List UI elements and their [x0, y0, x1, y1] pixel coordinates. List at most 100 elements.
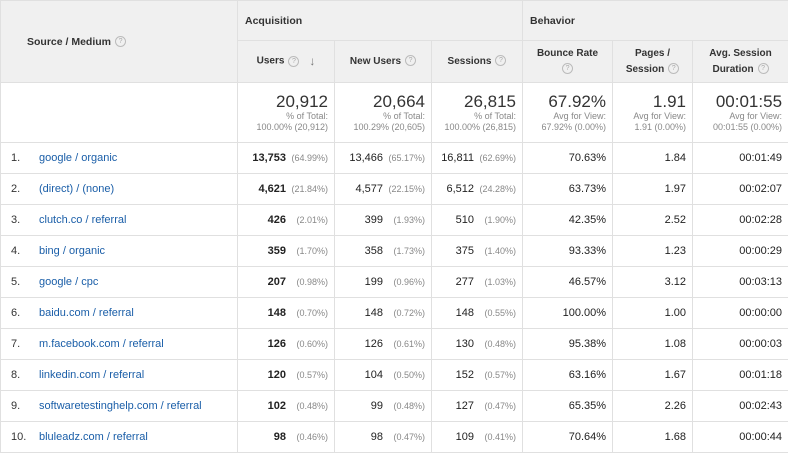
sessions-value: 277	[455, 276, 475, 288]
bounce-rate-cell: 95.38%	[522, 328, 614, 360]
table-row: 5. google / cpc 207 (0.98%) 199 (0.96%) 277…	[0, 266, 788, 298]
total-new-users-value: 20,664	[373, 92, 425, 111]
avg-duration-cell: 00:01:49	[692, 142, 788, 174]
sort-descending-icon[interactable]: ↓	[309, 54, 316, 69]
help-icon[interactable]: ?	[757, 63, 769, 75]
sessions-value: 152	[455, 369, 475, 381]
avg-duration-cell: 00:02:43	[692, 390, 788, 422]
pages-session-column-header[interactable]: Pages / Session?	[612, 40, 694, 83]
help-icon[interactable]: ?	[562, 63, 574, 75]
sessions-cell: 375 (1.40%)	[430, 235, 524, 267]
new-users-column-header[interactable]: New Users?	[334, 40, 432, 83]
total-pages-cell: 1.91 Avg for View: 1.91 (0.00%)	[612, 82, 694, 143]
help-icon[interactable]: ?	[115, 36, 127, 48]
sessions-percent: (1.90%)	[484, 215, 517, 225]
source-cell: 7. m.facebook.com / referral	[0, 328, 238, 360]
users-value: 102	[267, 400, 286, 412]
pages-session-cell: 1.08	[612, 328, 694, 360]
sessions-cell: 130 (0.48%)	[430, 328, 524, 360]
users-percent: (64.99%)	[291, 153, 328, 163]
new-users-value: 104	[364, 369, 383, 381]
total-users-sub1: % of Total:	[286, 111, 328, 121]
row-index: 7.	[11, 338, 21, 350]
source-medium-link[interactable]: google / cpc	[39, 276, 99, 288]
source-medium-link[interactable]: clutch.co / referral	[39, 214, 127, 226]
sessions-value: 6,512	[446, 183, 475, 195]
sessions-percent: (0.48%)	[484, 339, 517, 349]
source-cell: 2. (direct) / (none)	[0, 173, 238, 205]
sessions-percent: (62.69%)	[479, 153, 517, 163]
users-percent: (0.46%)	[296, 432, 328, 442]
sessions-column-header[interactable]: Sessions?	[430, 40, 524, 83]
source-medium-link[interactable]: m.facebook.com / referral	[39, 338, 164, 350]
users-column-header[interactable]: Users? ↓	[237, 40, 335, 83]
help-icon[interactable]: ?	[495, 55, 507, 67]
avg-session-duration-column-header[interactable]: Avg. Session Duration?	[692, 40, 788, 83]
new-users-value: 13,466	[349, 152, 383, 164]
new-users-cell: 4,577 (22.15%)	[334, 173, 432, 205]
avg-duration-cell: 00:02:28	[692, 204, 788, 236]
pages-session-cell: 2.26	[612, 390, 694, 422]
pages-session-cell: 1.67	[612, 359, 694, 391]
new-users-percent: (0.50%)	[393, 370, 425, 380]
source-cell: 5. google / cpc	[0, 266, 238, 298]
source-cell: 6. baidu.com / referral	[0, 297, 238, 329]
help-icon[interactable]: ?	[288, 55, 300, 67]
new-users-percent: (0.47%)	[393, 432, 425, 442]
table-row: 4. bing / organic 359 (1.70%) 358 (1.73%) 3…	[0, 235, 788, 267]
row-index: 10.	[11, 431, 27, 443]
total-users-sub2: 100.00% (20,912)	[256, 122, 328, 132]
table-row: 9. softwaretestinghelp.com / referral 102…	[0, 390, 788, 422]
pages-session-header-label-1: Pages /	[635, 47, 671, 59]
total-bounce-cell: 67.92% Avg for View: 67.92% (0.00%)	[522, 82, 614, 143]
users-value: 426	[267, 214, 286, 226]
users-cell: 207 (0.98%)	[237, 266, 335, 298]
sessions-cell: 6,512 (24.28%)	[430, 173, 524, 205]
bounce-rate-header-label: Bounce Rate	[536, 47, 599, 59]
users-cell: 426 (2.01%)	[237, 204, 335, 236]
users-percent: (0.48%)	[296, 401, 328, 411]
total-duration-cell: 00:01:55 Avg for View: 00:01:55 (0.00%)	[692, 82, 788, 143]
source-medium-link[interactable]: (direct) / (none)	[39, 183, 115, 195]
bounce-rate-column-header[interactable]: Bounce Rate?	[522, 40, 614, 83]
total-duration-sub2: 00:01:55 (0.00%)	[712, 122, 783, 132]
new-users-value: 126	[364, 338, 383, 350]
sessions-value: 130	[455, 338, 475, 350]
sessions-value: 109	[455, 431, 475, 443]
users-cell: 4,621 (21.84%)	[237, 173, 335, 205]
new-users-value: 148	[364, 307, 383, 319]
source-medium-link[interactable]: softwaretestinghelp.com / referral	[39, 400, 202, 412]
total-sessions-value: 26,815	[464, 92, 517, 111]
row-index: 3.	[11, 214, 21, 226]
help-icon[interactable]: ?	[668, 63, 680, 75]
row-index: 9.	[11, 400, 21, 412]
source-medium-link[interactable]: bing / organic	[39, 245, 106, 257]
pages-session-cell: 3.12	[612, 266, 694, 298]
users-percent: (0.70%)	[296, 308, 328, 318]
table-row: 3. clutch.co / referral 426 (2.01%) 399 (1.…	[0, 204, 788, 236]
users-percent: (0.98%)	[296, 277, 328, 287]
new-users-value: 99	[370, 400, 383, 412]
sessions-cell: 277 (1.03%)	[430, 266, 524, 298]
bounce-rate-cell: 42.35%	[522, 204, 614, 236]
table-row: 7. m.facebook.com / referral 126 (0.60%) 1…	[0, 328, 788, 360]
sessions-value: 16,811	[441, 152, 475, 164]
bounce-rate-cell: 63.16%	[522, 359, 614, 391]
new-users-percent: (0.96%)	[393, 277, 425, 287]
bounce-rate-cell: 70.64%	[522, 421, 614, 453]
total-new-users-sub1: % of Total:	[383, 111, 425, 121]
pages-session-cell: 1.97	[612, 173, 694, 205]
new-users-percent: (0.61%)	[393, 339, 425, 349]
source-medium-link[interactable]: bluleadz.com / referral	[39, 431, 148, 443]
users-cell: 120 (0.57%)	[237, 359, 335, 391]
source-medium-link[interactable]: baidu.com / referral	[39, 307, 134, 319]
source-medium-link[interactable]: google / organic	[39, 152, 118, 164]
source-medium-link[interactable]: linkedin.com / referral	[39, 369, 145, 381]
total-duration-value: 00:01:55	[715, 92, 783, 111]
users-percent: (0.60%)	[296, 339, 328, 349]
users-percent: (0.57%)	[296, 370, 328, 380]
help-icon[interactable]: ?	[405, 55, 417, 67]
sessions-percent: (0.47%)	[484, 401, 517, 411]
sessions-percent: (24.28%)	[479, 184, 517, 194]
source-medium-header: Source / Medium?	[0, 0, 238, 83]
